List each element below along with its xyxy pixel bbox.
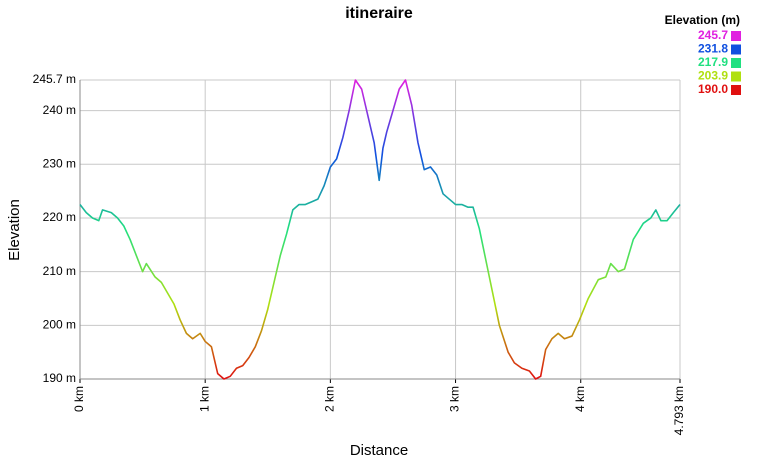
legend-label: 203.9 bbox=[698, 69, 728, 83]
y-tick-label: 210 m bbox=[43, 264, 76, 278]
x-tick-label: 4.793 km bbox=[672, 386, 686, 435]
legend-swatch bbox=[731, 71, 741, 82]
x-tick-label: 1 km bbox=[197, 386, 211, 412]
x-tick-label: 0 km bbox=[72, 386, 86, 412]
x-tick-label: 4 km bbox=[573, 386, 587, 412]
legend-label: 231.8 bbox=[698, 42, 728, 56]
y-tick-label: 200 m bbox=[43, 317, 76, 331]
legend-swatch bbox=[731, 58, 741, 68]
y-axis-label: Elevation bbox=[6, 199, 23, 261]
legend-label: 190.0 bbox=[698, 82, 728, 96]
x-axis-label: Distance bbox=[350, 442, 408, 459]
x-tick-label: 2 km bbox=[323, 386, 337, 412]
legend-swatch bbox=[731, 44, 741, 55]
y-tick-label: 190 m bbox=[43, 371, 76, 385]
legend-swatch bbox=[731, 85, 741, 95]
legend-label: 245.7 bbox=[698, 28, 728, 42]
y-tick-label: 230 m bbox=[43, 156, 76, 170]
y-tick-label: 245.7 m bbox=[33, 72, 76, 86]
chart-title: itineraire bbox=[345, 5, 413, 22]
legend-label: 217.9 bbox=[698, 55, 728, 69]
elevation-line bbox=[79, 79, 681, 380]
legend-swatch bbox=[731, 31, 741, 41]
y-tick-label: 220 m bbox=[43, 210, 76, 224]
y-tick-label: 240 m bbox=[43, 103, 76, 117]
legend-title: Elevation (m) bbox=[665, 13, 740, 27]
x-tick-label: 3 km bbox=[448, 386, 462, 412]
